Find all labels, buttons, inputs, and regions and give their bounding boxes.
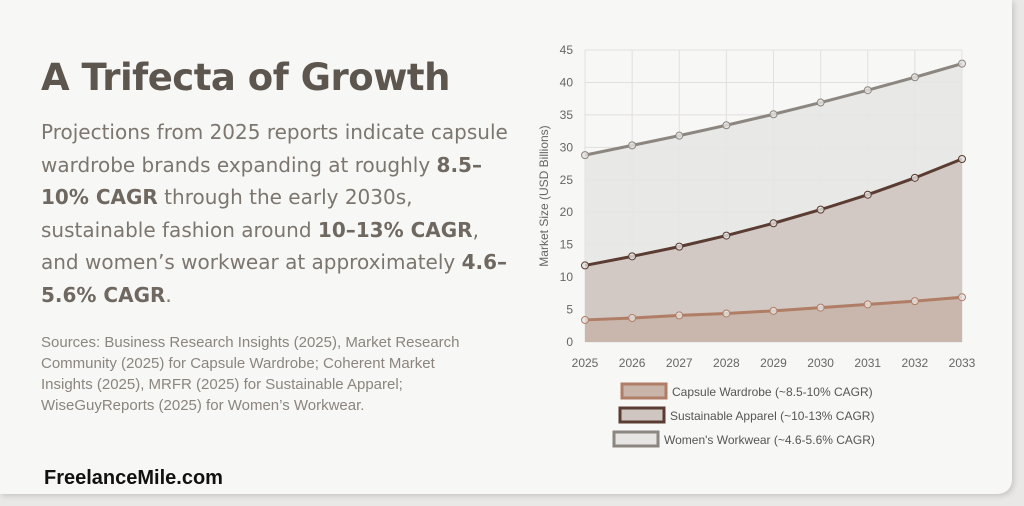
legend-swatch xyxy=(620,382,668,400)
highlight-workwear: 4.6–5.6% CAGR xyxy=(41,250,508,307)
y-tick-label: 10 xyxy=(560,270,574,284)
data-point xyxy=(863,300,872,309)
y-tick-label: 25 xyxy=(560,173,574,187)
data-point xyxy=(910,73,919,82)
y-tick-label: 20 xyxy=(560,205,574,219)
text: . xyxy=(165,282,172,307)
data-point xyxy=(722,121,731,130)
x-tick-label: 2028 xyxy=(713,356,740,370)
x-tick-label: 2026 xyxy=(619,356,646,370)
legend-label: Capsule Wardrobe (~8.5-10% CAGR) xyxy=(672,385,873,399)
y-tick-label: 40 xyxy=(560,75,574,89)
y-axis-title: Market Size (USD Billions) xyxy=(537,125,551,266)
x-tick-label: 2030 xyxy=(807,356,834,370)
x-tick-label: 2033 xyxy=(949,356,976,370)
text: Projections from 2025 reports indicate c… xyxy=(41,120,508,177)
legend-label: Women's Workwear (~4.6-5.6% CAGR) xyxy=(664,433,875,447)
data-point xyxy=(628,252,637,261)
data-point xyxy=(863,190,872,199)
summary-paragraph: Projections from 2025 reports indicate c… xyxy=(41,116,511,312)
data-point xyxy=(581,261,589,270)
series-area-1 xyxy=(585,159,962,342)
data-point xyxy=(628,313,637,322)
data-point xyxy=(816,303,825,312)
data-point xyxy=(958,293,966,302)
y-tick-label: 30 xyxy=(560,140,574,154)
text: , and women’s workwear at approximately xyxy=(41,217,479,275)
series-area-0 xyxy=(585,297,962,342)
data-point xyxy=(722,309,731,318)
y-tick-label: 45 xyxy=(560,43,574,57)
y-tick-label: 0 xyxy=(566,335,573,349)
data-point xyxy=(816,205,825,214)
x-tick-label: 2029 xyxy=(760,356,787,370)
data-point xyxy=(581,151,589,160)
data-point xyxy=(675,311,684,320)
data-point xyxy=(769,110,778,119)
highlight-sustainable: 10–13% CAGR xyxy=(317,217,473,242)
data-point xyxy=(910,173,919,182)
data-point xyxy=(863,86,872,95)
sources-note: Sources: Business Research Insights (202… xyxy=(41,334,460,414)
data-point xyxy=(958,59,966,68)
data-point xyxy=(958,155,966,164)
legend-swatch xyxy=(618,406,666,424)
data-point xyxy=(581,315,589,324)
data-point xyxy=(628,141,637,150)
y-tick-label: 5 xyxy=(566,303,573,317)
page-title: A Trifecta of Growth xyxy=(41,56,450,99)
legend-label: Sustainable Apparel (~10-13% CAGR) xyxy=(670,409,874,423)
y-tick-label: 15 xyxy=(560,238,574,252)
x-tick-label: 2031 xyxy=(854,356,881,370)
x-tick-label: 2027 xyxy=(666,356,693,370)
data-point xyxy=(769,219,778,228)
data-point xyxy=(675,131,684,140)
data-point xyxy=(675,242,684,251)
brand-watermark: FreelanceMile.com xyxy=(44,467,223,489)
data-point xyxy=(722,231,731,240)
data-point xyxy=(910,297,919,306)
legend-swatch xyxy=(612,430,660,448)
highlight-capsule: 8.5–10% CAGR xyxy=(41,152,482,210)
data-point xyxy=(816,98,825,107)
y-tick-label: 35 xyxy=(560,108,574,122)
text: through the early 2030s, sustainable fas… xyxy=(41,185,413,242)
data-point xyxy=(769,306,778,315)
x-tick-label: 2032 xyxy=(902,356,929,370)
x-tick-label: 2025 xyxy=(572,356,599,370)
